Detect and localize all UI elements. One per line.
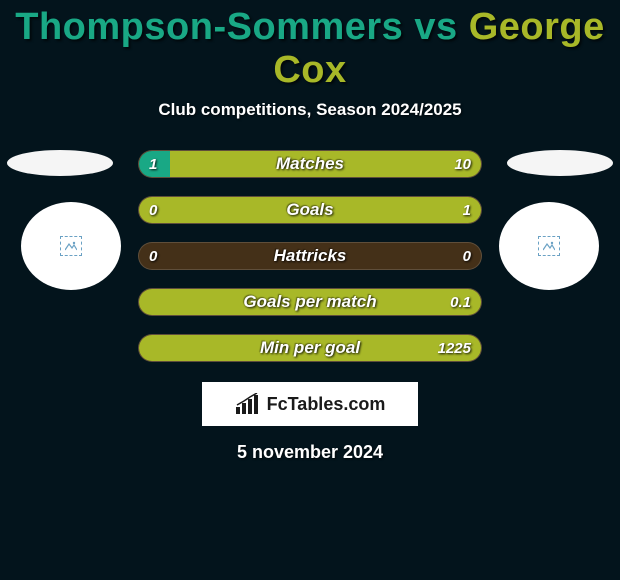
subtitle: Club competitions, Season 2024/2025 bbox=[0, 100, 620, 120]
placeholder-image-icon bbox=[60, 236, 82, 256]
stat-label: Hattricks bbox=[139, 243, 481, 269]
stat-bar: Goals per match0.1 bbox=[138, 288, 482, 316]
stat-bar-right-fill bbox=[139, 289, 481, 315]
stat-bar-left-fill bbox=[139, 151, 170, 177]
stat-bar: Hattricks0 0 bbox=[138, 242, 482, 270]
player2-avatar bbox=[499, 202, 599, 290]
player1-avatar bbox=[21, 202, 121, 290]
stat-bar-right-fill bbox=[139, 197, 481, 223]
player1-name: Thompson-Sommers bbox=[15, 6, 403, 48]
player1-name-ellipse bbox=[7, 150, 113, 176]
date-text: 5 november 2024 bbox=[0, 442, 620, 463]
stat-value-left: 0 bbox=[149, 243, 157, 269]
fctables-logo: FcTables.com bbox=[202, 382, 418, 426]
stat-bar: Min per goal1225 bbox=[138, 334, 482, 362]
stats-bars: Matches110 Goals01 Hattricks0 0 Goals per ma… bbox=[138, 150, 482, 362]
logo-text: FcTables.com bbox=[267, 394, 386, 415]
placeholder-image-icon bbox=[538, 236, 560, 256]
stat-bar: Goals01 bbox=[138, 196, 482, 224]
vs-text: vs bbox=[403, 6, 468, 48]
content-area: Matches110 Goals01 Hattricks0 0 Goals per ma… bbox=[0, 150, 620, 463]
stat-value-right: 0 bbox=[463, 243, 471, 269]
stat-bar: Matches110 bbox=[138, 150, 482, 178]
stat-bar-right-fill bbox=[170, 151, 481, 177]
bar-chart-icon bbox=[235, 393, 261, 415]
player2-name-ellipse bbox=[507, 150, 613, 176]
stat-bar-right-fill bbox=[139, 335, 481, 361]
comparison-title: Thompson-Sommers vs George Cox bbox=[0, 0, 620, 92]
